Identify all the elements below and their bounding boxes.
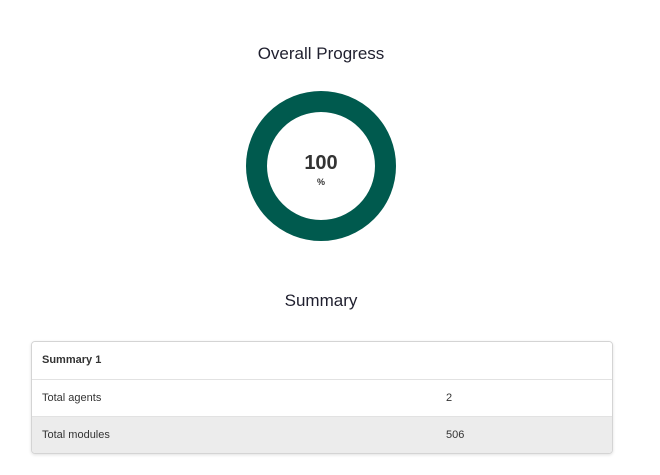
progress-unit: % [316, 177, 325, 187]
summary-table: Summary 1 Total agents 2 Total modules 5… [31, 341, 613, 454]
table-row: Total agents 2 [32, 380, 612, 417]
donut-progress-arc [246, 91, 396, 241]
overall-progress-donut: 100 % [246, 91, 396, 241]
overall-progress-title: Overall Progress [257, 44, 385, 63]
progress-value: 100 [304, 152, 338, 174]
row-value: 506 [446, 429, 465, 441]
donut-chart-svg [246, 91, 396, 241]
row-value: 2 [446, 392, 453, 404]
summary-table-header: Summary 1 [32, 342, 612, 380]
donut-label: 100 % [246, 91, 396, 241]
table-row: Total modules 506 [32, 417, 612, 453]
row-label: Total modules [42, 429, 110, 441]
row-label: Total agents [42, 392, 102, 404]
summary-title: Summary [284, 291, 358, 310]
